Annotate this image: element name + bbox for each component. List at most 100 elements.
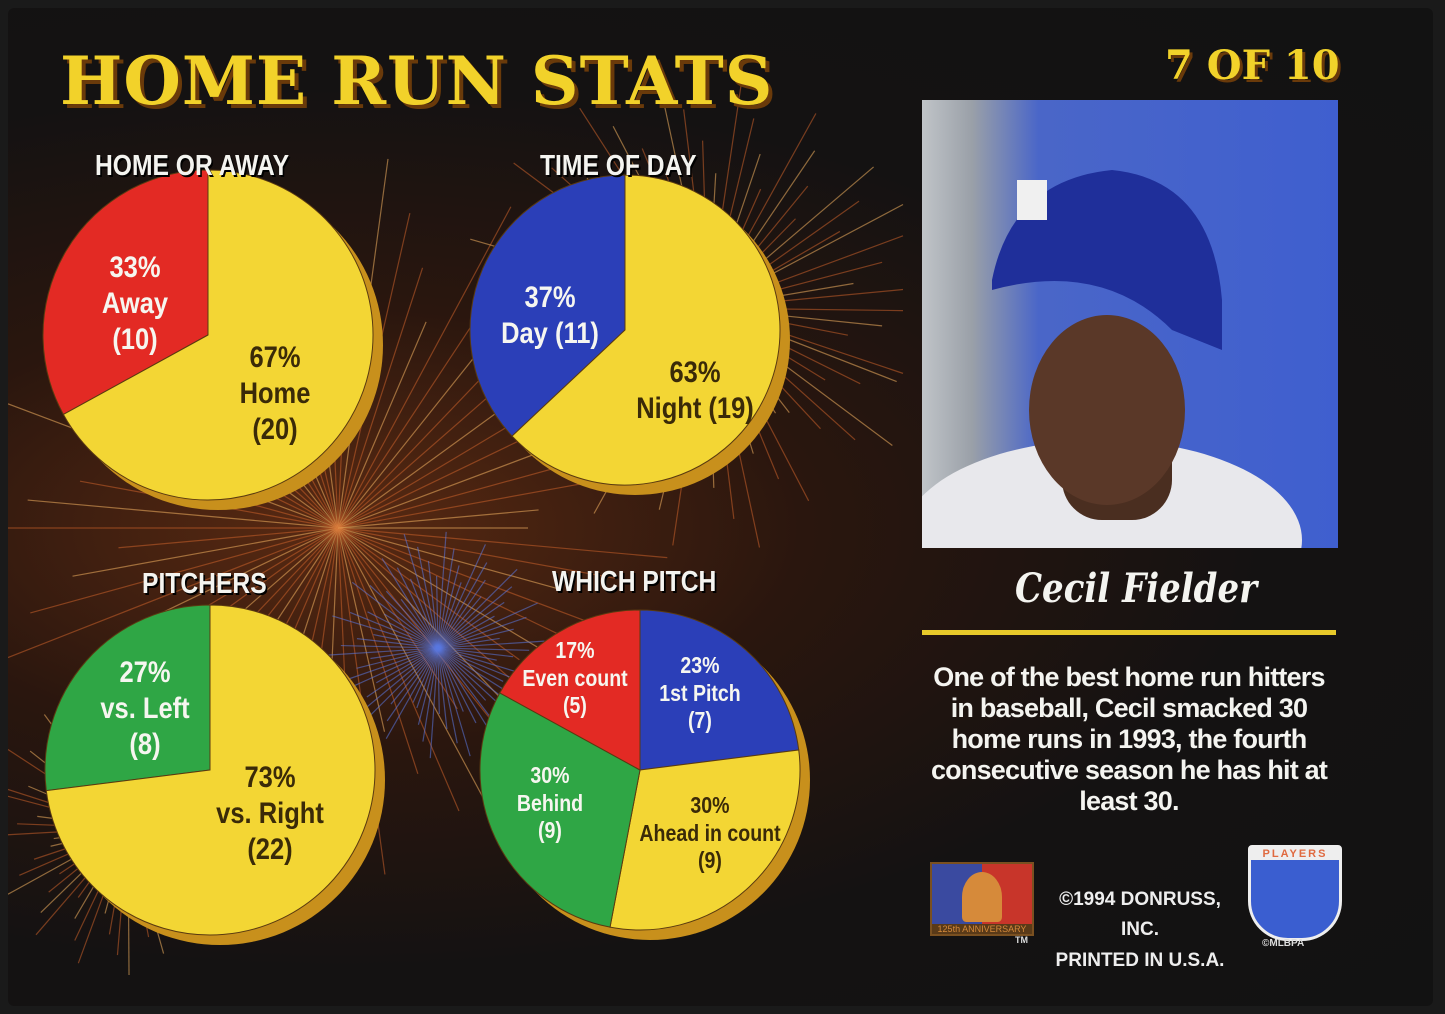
firework-streak — [437, 640, 545, 649]
firework-streak — [349, 611, 439, 649]
firework-streak — [376, 647, 439, 684]
firework-streak — [437, 647, 471, 757]
firework-streak — [429, 647, 439, 759]
firework-streak — [367, 611, 439, 649]
pie-slice-ahead-in-count — [609, 749, 801, 931]
firework-streak — [356, 638, 439, 649]
firework-streak — [332, 615, 439, 649]
pie-slice-vs-right — [45, 604, 376, 936]
firework-streak — [337, 371, 489, 529]
firework-streak — [325, 647, 439, 656]
chart-title-time-of-day: TIME OF DAY — [540, 150, 697, 182]
firework-streak — [437, 548, 455, 649]
chart-title-which-pitch: WHICH PITCH — [552, 566, 717, 598]
firework-streak — [337, 509, 539, 529]
firework-streak — [72, 527, 339, 577]
player-name: Cecil Fielder — [1015, 565, 1257, 612]
firework-streak — [337, 527, 615, 579]
firework-streak — [437, 647, 458, 744]
slice-label-even-count: 17% Even count (5) — [522, 637, 628, 719]
firework-streak — [337, 267, 424, 529]
firework-streak — [27, 499, 339, 529]
firework-streak — [412, 647, 439, 703]
firework-streak — [437, 647, 477, 724]
card-number: 7 OF 10 — [1165, 42, 1340, 89]
mlb-logo: 125th ANNIVERSARY — [930, 862, 1034, 936]
pie-charts — [42, 169, 810, 945]
firework-streak — [416, 647, 439, 709]
firework-streak — [337, 527, 668, 559]
firework-streak — [437, 647, 492, 733]
firework-streak — [351, 581, 439, 649]
pie-slice-home — [62, 169, 374, 501]
firework-streak — [437, 601, 505, 649]
firework-streak — [437, 544, 486, 649]
firework-streak — [370, 647, 439, 660]
firework-streak — [369, 585, 439, 649]
firework-streak — [437, 565, 460, 649]
firework-streak — [383, 613, 439, 649]
firework-streak — [437, 616, 527, 649]
trademark: TM — [1015, 935, 1028, 945]
firework-streak — [409, 578, 439, 649]
firework-streak — [403, 533, 439, 649]
firework-streak — [437, 596, 482, 649]
firework-streak — [8, 527, 339, 659]
firework-streak — [437, 602, 538, 649]
firework-streak — [337, 527, 419, 774]
firework-streak — [337, 206, 512, 529]
firework-streak — [417, 647, 439, 725]
slice-label-ahead: 30% Ahead in count (9) — [639, 792, 781, 874]
firework-streak — [30, 527, 339, 614]
firework-streak — [337, 527, 460, 812]
firework-streak — [437, 647, 503, 707]
slice-label-home: 67% Home (20) — [239, 341, 311, 446]
firework-streak — [437, 579, 486, 649]
player-bio: One of the best home run hitters in base… — [930, 662, 1328, 817]
firework-streak — [359, 647, 439, 714]
firework-streak — [437, 647, 440, 714]
firework-streak — [337, 321, 427, 529]
firework-streak — [437, 615, 495, 649]
firework-streak — [386, 647, 439, 722]
firework-streak — [422, 647, 439, 742]
firework-streak — [435, 576, 439, 649]
firework-streak — [343, 647, 439, 682]
firework-streak — [437, 647, 487, 701]
chart-title-home-away: HOME OR AWAY — [95, 150, 290, 182]
firework-streak — [437, 582, 462, 649]
firework-streak — [437, 586, 513, 649]
pie-slice-away — [42, 169, 209, 416]
firework-streak — [437, 647, 521, 682]
firework-streak — [416, 546, 439, 649]
pie-slice-vs-left — [44, 604, 211, 792]
firework-streak — [337, 527, 508, 843]
firework-streak — [437, 647, 530, 651]
firework-streak — [366, 647, 439, 698]
pie-slice-1st-pitch — [639, 609, 800, 771]
pie-slice-night-19- — [511, 174, 781, 486]
firework-streak — [381, 558, 439, 649]
firework-streak — [337, 527, 386, 732]
slice-label-behind: 30% Behind (9) — [516, 762, 584, 844]
pie-slice-even-count — [499, 609, 641, 771]
firework-streak — [356, 647, 439, 669]
firework-streak — [437, 562, 488, 649]
divider — [922, 630, 1336, 635]
firework-streak — [337, 436, 527, 529]
slice-label-day: 37% Day (11) — [501, 281, 599, 350]
firework-streak — [337, 482, 585, 529]
mlbpa-logo: PLAYERS — [1248, 845, 1342, 941]
firework-streak — [373, 633, 439, 649]
firework-streak — [437, 531, 447, 649]
pie-slice-behind — [479, 692, 641, 928]
firework-streak — [437, 647, 464, 712]
firework-streak — [340, 644, 439, 649]
firework-streak — [427, 560, 439, 649]
slice-label-night: 63% Night (19) — [636, 356, 754, 425]
firework-streak — [337, 527, 562, 591]
firework-streak — [396, 567, 439, 649]
firework-streak — [437, 637, 500, 649]
firework-streak — [437, 628, 514, 649]
firework-streak — [337, 527, 520, 661]
